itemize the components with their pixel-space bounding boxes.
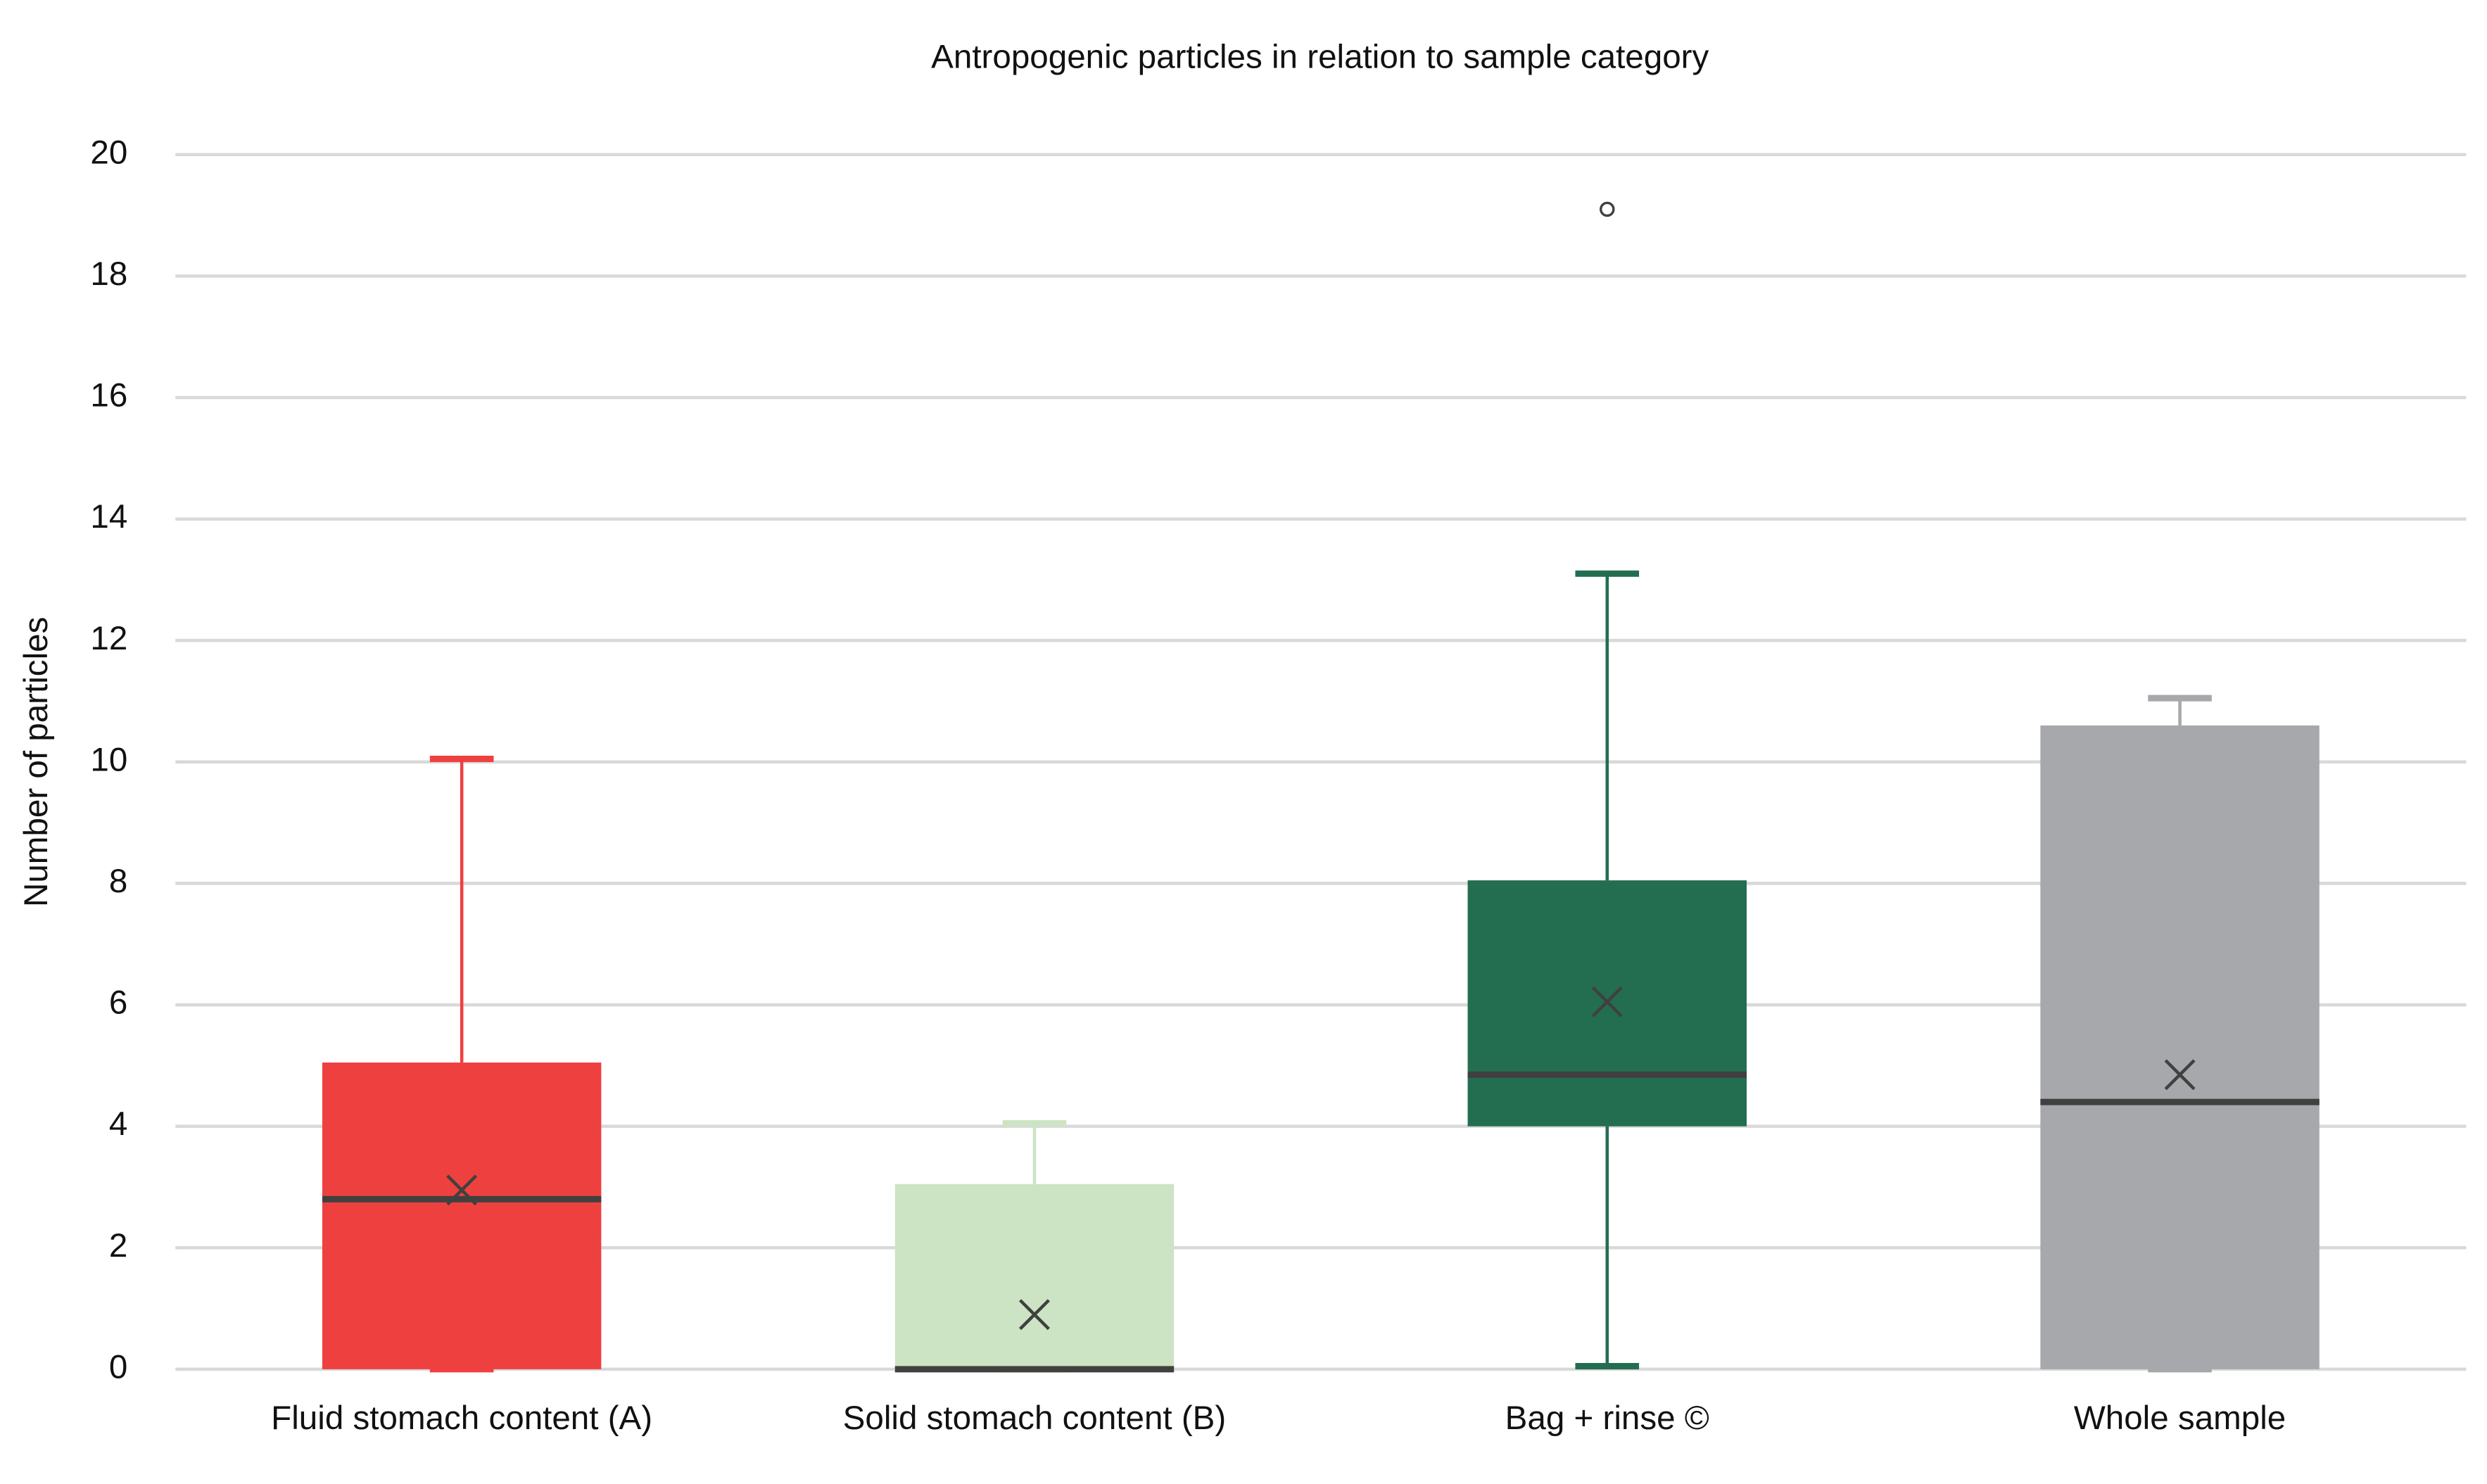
y-tick-label: 2 (109, 1227, 127, 1264)
outlier (1600, 201, 1615, 217)
y-tick-label: 18 (90, 255, 127, 293)
x-tick-label: Solid stomach content (B) (843, 1400, 1227, 1437)
y-tick-label: 10 (90, 741, 127, 778)
y-tick-label: 0 (109, 1348, 127, 1385)
y-tick-label: 8 (109, 863, 127, 900)
mean-marker (1591, 986, 1623, 1017)
chart-title: Antropogenic particles in relation to sa… (931, 38, 1709, 75)
mean-marker (1018, 1299, 1050, 1331)
y-tick-label: 6 (109, 984, 127, 1022)
y-tick-label: 16 (90, 377, 127, 414)
x-tick-label: Whole sample (2074, 1400, 2286, 1437)
box (2040, 725, 2320, 1369)
x-tick-label: Fluid stomach content (A) (271, 1400, 652, 1437)
y-tick-label: 14 (90, 498, 127, 535)
mean-marker (2164, 1059, 2196, 1091)
x-tick-label: Bag + rinse © (1505, 1400, 1709, 1437)
y-tick-label: 12 (90, 620, 127, 657)
box (894, 1184, 1175, 1369)
y-axis-label: Number of particles (18, 617, 55, 907)
mean-marker (446, 1174, 478, 1206)
y-tick-label: 20 (90, 134, 127, 171)
y-tick-label: 4 (109, 1105, 127, 1143)
box (322, 1063, 602, 1369)
